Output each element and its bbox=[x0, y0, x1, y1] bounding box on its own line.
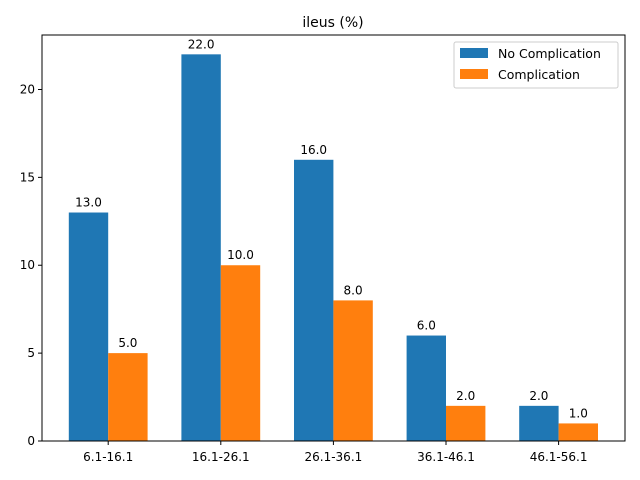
bar-complication bbox=[446, 405, 486, 441]
bar-complication bbox=[333, 300, 373, 441]
bar-value-label: 2.0 bbox=[456, 389, 475, 403]
bar-complication bbox=[220, 265, 261, 441]
bar-complication bbox=[558, 423, 598, 441]
bar-value-label: 2.0 bbox=[529, 389, 548, 403]
bar-no-complication bbox=[519, 405, 559, 441]
x-tick-label: 6.1-16.1 bbox=[83, 450, 133, 464]
bar-no-complication bbox=[181, 54, 221, 441]
bar-value-label: 22.0 bbox=[188, 37, 215, 51]
bar-value-label: 8.0 bbox=[344, 283, 363, 297]
bar-value-label: 5.0 bbox=[118, 336, 137, 350]
x-axis: 6.1-16.1 16.1-26.1 26.1-36.1 36.1-46.1 46.1-… bbox=[83, 441, 587, 464]
legend-box bbox=[453, 41, 619, 89]
bar-labels: 13.0 5.0 22.0 10.0 16.0 8.0 6.0 2.0 2.0 1.0 bbox=[75, 37, 588, 420]
x-tick-label: 26.1-36.1 bbox=[305, 450, 363, 464]
bars bbox=[68, 54, 598, 441]
legend: No Complication Complication bbox=[453, 41, 619, 89]
bar-value-label: 10.0 bbox=[227, 248, 254, 262]
bar-no-complication bbox=[294, 159, 334, 441]
bar-value-label: 6.0 bbox=[417, 319, 436, 333]
legend-label: Complication bbox=[498, 67, 580, 82]
plot-frame bbox=[41, 34, 626, 442]
x-tick-label: 16.1-26.1 bbox=[192, 450, 250, 464]
bar-value-label: 13.0 bbox=[75, 196, 102, 210]
bar-complication bbox=[108, 353, 148, 441]
x-tick-label: 46.1-56.1 bbox=[530, 450, 588, 464]
y-tick-label: 15 bbox=[20, 170, 35, 184]
y-tick-label: 10 bbox=[20, 258, 35, 272]
y-tick-label: 20 bbox=[20, 82, 35, 96]
legend-label: No Complication bbox=[498, 46, 601, 61]
chart-title: ileus (%) bbox=[302, 15, 363, 31]
legend-swatch bbox=[460, 69, 488, 79]
y-tick-label: 0 bbox=[27, 434, 35, 448]
legend-swatch bbox=[460, 48, 488, 58]
bar-no-complication bbox=[406, 335, 446, 441]
bar-value-label: 16.0 bbox=[300, 143, 327, 157]
x-tick-label: 36.1-46.1 bbox=[417, 450, 475, 464]
bar-value-label: 1.0 bbox=[569, 406, 588, 420]
bar-no-complication bbox=[68, 212, 109, 441]
y-tick-label: 5 bbox=[27, 346, 35, 360]
y-axis: 0 5 10 15 20 bbox=[20, 82, 42, 448]
